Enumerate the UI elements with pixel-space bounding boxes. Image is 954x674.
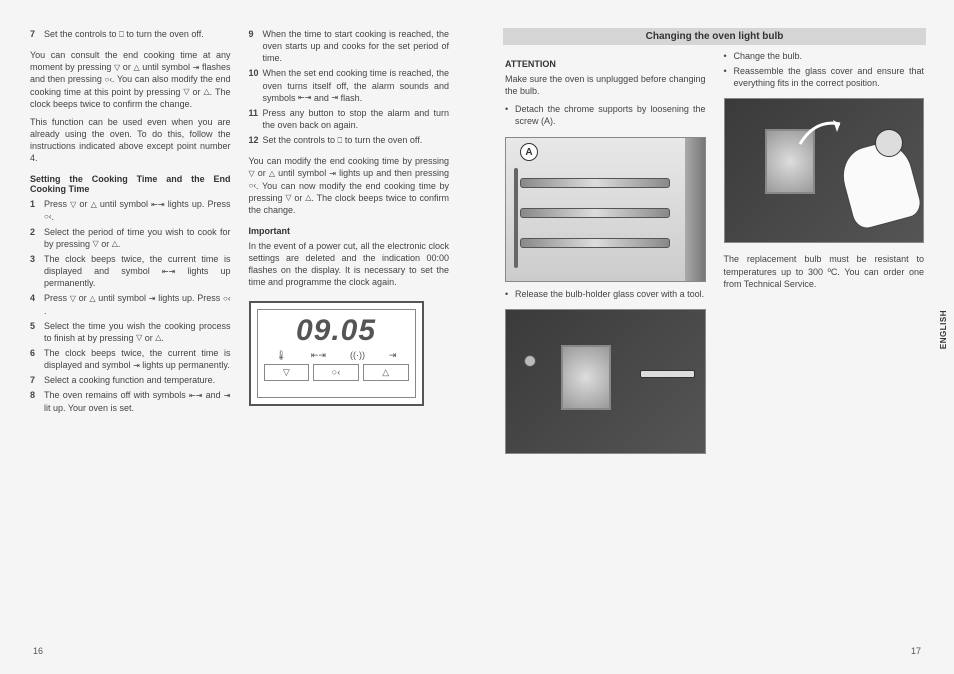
alarm-icon: ((·)) <box>350 350 365 361</box>
ok-button: ○‹ <box>313 364 359 381</box>
display-screen: 09.05 🌡 ⇤⇥ ((·)) ⇥ ▽ ○‹ △ <box>257 309 416 398</box>
page-gutter <box>467 28 487 656</box>
step-list-cont: 9When the time to start cooking is reach… <box>249 28 450 149</box>
figure-shelves: A <box>505 137 706 282</box>
clock-display: 09.05 🌡 ⇤⇥ ((·)) ⇥ ▽ ○‹ △ <box>249 301 424 406</box>
bullet-reassemble: •Reassemble the glass cover and ensure t… <box>724 65 925 89</box>
bullet-list-a: •Detach the chrome supports by loosening… <box>505 103 706 130</box>
step-2: 2Select the period of time you wish to c… <box>30 226 231 250</box>
figure-bulb <box>724 98 925 243</box>
step-10: 10When the set end cooking time is reach… <box>249 67 450 103</box>
subhead-setting: Setting the Cooking Time and the End Coo… <box>30 174 231 194</box>
ok-icon: ○‹ <box>223 295 231 303</box>
step-7b: 7Select a cooking function and temperatu… <box>30 374 231 386</box>
step-num: 7 <box>30 28 44 40</box>
para-modify: You can modify the end cooking time by p… <box>249 155 450 216</box>
language-tab: ENGLISH <box>939 310 948 349</box>
section-title-bulb: Changing the oven light bulb <box>503 28 926 45</box>
display-buttons: ▽ ○‹ △ <box>264 364 409 381</box>
bullet-change: •Change the bulb. <box>724 50 925 62</box>
bullet-detach: •Detach the chrome supports by loosening… <box>505 103 706 127</box>
step-11: 11Press any button to stop the alarm and… <box>249 107 450 131</box>
column-3: Changing the oven light bulb ATTENTION M… <box>505 28 706 656</box>
duration-icon: ⇤⇥ <box>189 392 202 400</box>
step-5: 5Select the time you wish the cooking pr… <box>30 320 231 344</box>
display-digits: 09.05 <box>264 314 409 348</box>
label-a: A <box>520 143 538 161</box>
display-icon-row: 🌡 ⇤⇥ ((·)) ⇥ <box>264 350 409 361</box>
ok-icon: ○‹ <box>44 213 52 221</box>
step-3: 3The clock beeps twice, the current time… <box>30 253 231 289</box>
page-number-right: 17 <box>911 646 921 656</box>
up-button: △ <box>363 364 409 381</box>
duration-icon: ⇤⇥ <box>162 268 175 276</box>
step-1: 1Press ▽ or △ until symbol ⇤⇥ lights up.… <box>30 198 231 222</box>
para-powercut: In the event of a power cut, all the ele… <box>249 240 450 289</box>
arrow-icon <box>795 114 855 154</box>
figure-cover <box>505 309 706 454</box>
bullet-release: •Release the bulb-holder glass cover wit… <box>505 288 706 300</box>
step-text: Set the controls to ⎕ to turn the oven o… <box>44 28 231 40</box>
bullet-list-c: •Change the bulb. •Reassemble the glass … <box>724 50 925 92</box>
step-7: 7 Set the controls to ⎕ to turn the oven… <box>30 28 231 40</box>
column-2: 9When the time to start cooking is reach… <box>249 28 450 656</box>
end-icon: ⇥ <box>389 350 397 361</box>
attention-head: ATTENTION <box>505 59 706 69</box>
step-4: 4Press ▽ or △ until symbol ⇥ lights up. … <box>30 292 231 316</box>
duration-icon: ⇤⇥ <box>298 94 311 102</box>
step-8: 8The oven remains off with symbols ⇤⇥ an… <box>30 389 231 413</box>
para-consult: You can consult the end cooking time at … <box>30 49 231 110</box>
subhead-important: Important <box>249 226 450 236</box>
down-button: ▽ <box>264 364 310 381</box>
step-list-top: 7 Set the controls to ⎕ to turn the oven… <box>30 28 231 43</box>
temp-icon: 🌡 <box>275 350 286 361</box>
duration-icon: ⇤⇥ <box>311 350 326 361</box>
step-list-main: 1Press ▽ or △ until symbol ⇤⇥ lights up.… <box>30 198 231 416</box>
step-12: 12Set the controls to ⎕ to turn the oven… <box>249 134 450 146</box>
step-9: 9When the time to start cooking is reach… <box>249 28 450 64</box>
footnote-bulb: The replacement bulb must be resistant t… <box>724 253 925 289</box>
ok-icon: ○‹ <box>249 182 257 190</box>
bullet-list-b: •Release the bulb-holder glass cover wit… <box>505 288 706 303</box>
column-4: •Change the bulb. •Reassemble the glass … <box>724 28 925 656</box>
page-spread: 7 Set the controls to ⎕ to turn the oven… <box>30 28 924 656</box>
end-icon: ⇥ <box>149 295 156 303</box>
end-icon: ⇥ <box>224 392 231 400</box>
end-icon: ⇥ <box>133 362 140 370</box>
ok-icon: ○‹ <box>105 76 113 84</box>
attention-text: Make sure the oven is unplugged before c… <box>505 73 706 97</box>
page-number-left: 16 <box>33 646 43 656</box>
column-1: 7 Set the controls to ⎕ to turn the oven… <box>30 28 231 656</box>
step-6: 6The clock beeps twice, the current time… <box>30 347 231 371</box>
duration-icon: ⇤⇥ <box>151 201 164 209</box>
para-function: This function can be used even when you … <box>30 116 231 165</box>
end-icon: ⇥ <box>329 170 336 178</box>
